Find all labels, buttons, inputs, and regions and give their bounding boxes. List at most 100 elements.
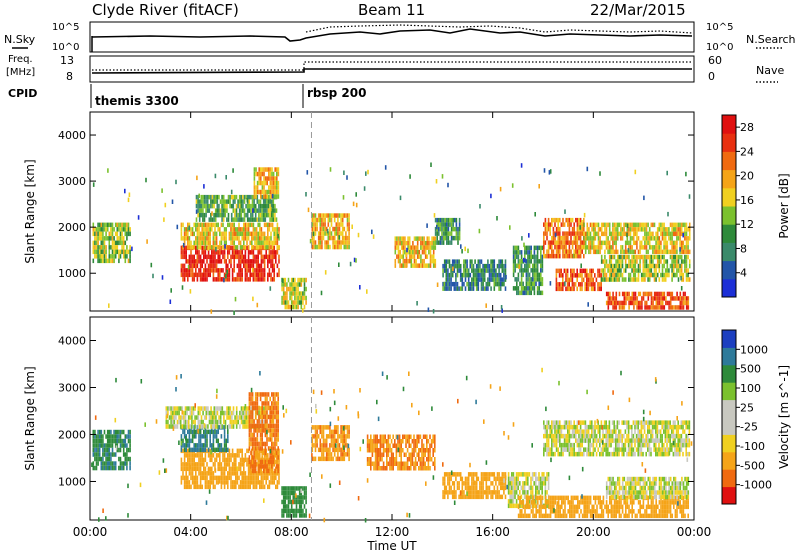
range-cell	[512, 245, 515, 251]
range-cell	[192, 406, 195, 411]
range-cell	[568, 231, 571, 236]
range-cell	[676, 296, 678, 301]
range-cell	[434, 245, 437, 250]
range-cell	[257, 457, 259, 463]
range-cell	[571, 268, 574, 274]
range-cell	[259, 410, 262, 416]
range-cell	[263, 441, 265, 447]
range-cell	[313, 217, 315, 223]
noise-cell	[485, 303, 487, 308]
range-cell	[227, 447, 229, 453]
range-cell	[187, 484, 189, 490]
range-cell	[222, 236, 224, 241]
range-cell	[636, 231, 638, 237]
range-cell	[261, 171, 264, 177]
range-cell	[343, 434, 346, 439]
range-cell	[183, 231, 186, 237]
range-cell	[269, 203, 271, 209]
range-cell	[201, 447, 203, 453]
range-cell	[571, 217, 574, 223]
range-cell	[118, 465, 120, 471]
range-cell	[455, 277, 457, 282]
range-cell	[535, 254, 537, 260]
range-cell	[333, 244, 336, 250]
range-cell	[571, 282, 574, 287]
range-cell	[206, 434, 208, 439]
range-cell	[348, 222, 350, 227]
range-cell	[415, 236, 417, 241]
range-cell	[199, 471, 202, 476]
freq-tick-low: 8	[66, 70, 73, 83]
range-cell	[445, 281, 448, 287]
range-cell	[645, 305, 648, 310]
range-cell	[193, 231, 195, 237]
range-cell	[648, 254, 651, 260]
range-cell	[442, 217, 445, 223]
range-cell	[251, 245, 253, 250]
range-cell	[183, 424, 185, 429]
range-cell	[300, 513, 303, 518]
range-cell	[642, 259, 645, 264]
range-cell	[179, 415, 182, 420]
range-cell	[463, 259, 465, 264]
range-cell	[259, 423, 262, 429]
range-cell	[467, 281, 470, 287]
velocity-region-7	[366, 434, 436, 471]
range-cell	[416, 236, 419, 241]
range-cell	[370, 448, 372, 453]
range-cell	[268, 466, 271, 472]
range-cell	[559, 226, 561, 232]
range-cell	[682, 249, 685, 255]
range-cell	[105, 245, 107, 250]
range-cell	[540, 259, 542, 264]
range-cell	[652, 296, 654, 301]
range-cell	[475, 263, 478, 269]
range-cell	[214, 222, 216, 228]
range-cell	[276, 227, 279, 232]
range-cell	[222, 254, 224, 260]
range-cell	[262, 231, 264, 237]
range-cell	[277, 392, 279, 397]
range-cell	[653, 305, 656, 310]
range-cell	[557, 240, 559, 245]
range-cell	[490, 272, 492, 278]
range-cell	[195, 240, 197, 246]
range-cell	[600, 268, 603, 273]
range-cell	[121, 443, 123, 448]
range-cell	[343, 226, 346, 232]
range-cell	[188, 438, 191, 444]
range-cell	[624, 245, 627, 250]
noise-cell	[371, 229, 373, 235]
range-cell	[92, 245, 95, 250]
range-cell	[389, 461, 391, 466]
range-cell	[219, 212, 222, 218]
range-cell	[345, 438, 347, 444]
range-cell	[224, 208, 227, 213]
range-cell	[275, 464, 278, 469]
range-cell	[237, 212, 239, 218]
range-cell	[193, 245, 195, 250]
range-cell	[223, 410, 225, 416]
range-cell	[632, 254, 635, 260]
range-cell	[381, 457, 383, 462]
range-cell	[219, 406, 222, 411]
range-cell	[313, 226, 315, 232]
range-cell	[674, 245, 677, 250]
range-cell	[618, 291, 621, 297]
range-cell	[254, 272, 256, 278]
range-cell	[252, 263, 255, 269]
range-cell	[594, 273, 596, 278]
range-cell	[535, 272, 537, 278]
range-cell	[341, 222, 344, 227]
range-cell	[243, 240, 245, 246]
range-cell	[257, 475, 259, 481]
range-cell	[432, 240, 435, 246]
range-cell	[223, 415, 225, 420]
range-cell	[402, 434, 404, 439]
range-cell	[613, 249, 616, 255]
range-cell	[276, 245, 279, 250]
range-cell	[205, 199, 207, 204]
noise-cell	[365, 171, 367, 176]
range-cell	[246, 272, 248, 278]
